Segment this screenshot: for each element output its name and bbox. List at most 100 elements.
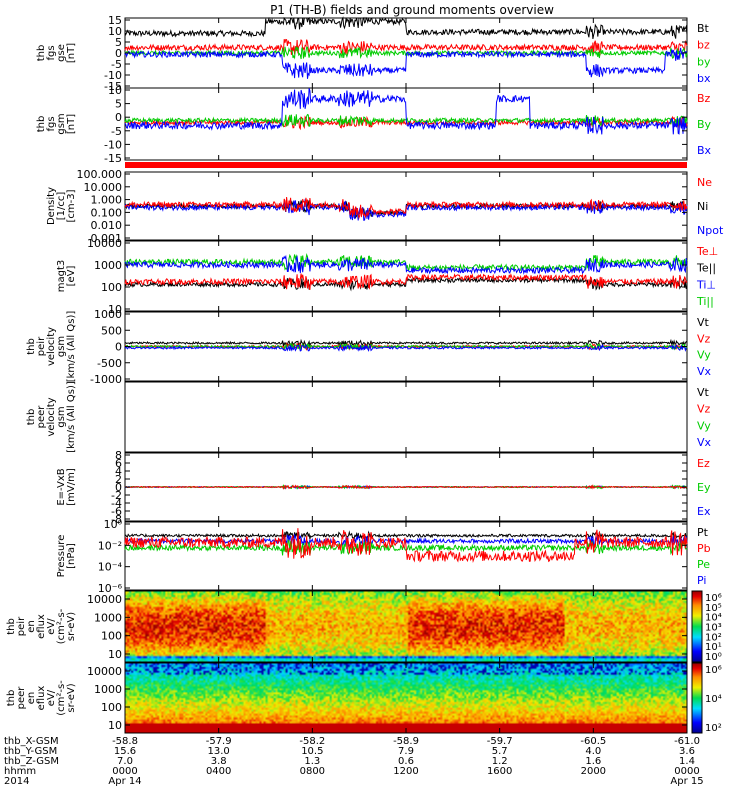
y-tick-label: 100.000 [77, 168, 123, 181]
series-Ti⊥ [124, 254, 688, 275]
orbit-row-value: 7.0 [117, 756, 133, 767]
y-tick-label: 1000 [94, 611, 122, 624]
colorbar-label: 10⁰ [705, 652, 722, 663]
y-tick-label: 5 [115, 36, 122, 49]
y-axis-label-line: [nT] [66, 114, 77, 134]
colorbar-label: 10⁶ [705, 665, 722, 676]
series-Bx [124, 88, 688, 135]
y-axis-label-line: thb [36, 45, 47, 62]
orbit-row-value: 3.8 [211, 756, 227, 767]
legend-by: by [697, 55, 711, 68]
y-axis-label-line: fgs [46, 116, 57, 131]
y-tick-label: 100 [101, 701, 122, 714]
y-axis-label-line: velocity [46, 327, 57, 366]
orbit-row-value: 7.9 [398, 746, 414, 757]
legend-Pe: Pe [697, 558, 710, 571]
y-tick-label: 8 [115, 449, 122, 462]
y-axis-label-line: thb [26, 409, 37, 426]
y-tick-label: -6 [111, 505, 122, 518]
series-Vt [124, 338, 688, 348]
orbit-row-value: 0400 [206, 766, 231, 777]
y-axis-label-line: E=-VxB [56, 468, 67, 505]
y-tick-label: 10 [108, 719, 122, 732]
orbit-row-value: 5.7 [492, 746, 508, 757]
colorbar-label: 10² [705, 632, 722, 643]
y-tick-label: 0.010 [91, 219, 123, 232]
series-Vx [124, 343, 688, 352]
y-tick-label: 10⁰ [104, 518, 123, 531]
orbit-row-value: -58.9 [393, 736, 419, 747]
spectrogram-peer-spec [125, 663, 687, 733]
orbit-row-value: 0800 [300, 766, 325, 777]
series-Te|| [124, 276, 688, 292]
y-axis-label-line: thb [6, 690, 17, 707]
y-axis-label-line: en [26, 692, 37, 705]
colorbar-label: 10³ [705, 623, 722, 634]
colorbar-label: 10¹ [705, 642, 722, 653]
y-tick-label: 10 [108, 303, 122, 316]
orbit-row-value: -58.8 [112, 736, 138, 747]
panel-frame [124, 240, 688, 312]
orbit-row-value: -61.0 [674, 736, 700, 747]
y-axis-label-line: magt3 [56, 260, 67, 293]
y-tick-label: 5 [115, 98, 122, 111]
y-tick-label: 0 [115, 47, 122, 60]
panel-frame [124, 521, 688, 591]
y-tick-label: -4 [111, 497, 122, 510]
legend-Bx: Bx [697, 144, 712, 157]
y-axis-label-line: velocity [46, 397, 57, 436]
orbit-row-value: Apr 15 [670, 776, 703, 787]
y-tick-label: -10 [104, 69, 122, 82]
legend-Ey: Ey [697, 481, 711, 494]
y-tick-label: -8 [111, 513, 122, 526]
y-axis-label: thb fgs gse [nT] [36, 43, 77, 63]
y-tick-label: 4 [115, 465, 122, 478]
y-tick-label: -1000 [90, 373, 122, 386]
legend-Vt: Vt [697, 386, 710, 399]
orbit-row-label: hhmm [4, 766, 36, 777]
legend-Vx: Vx [697, 436, 712, 449]
y-axis-label-line: thb [36, 116, 47, 133]
series-Pb [124, 528, 688, 563]
series-Bt [124, 16, 688, 39]
y-tick-label: 10000 [87, 665, 122, 678]
quality-flag-bar [125, 162, 687, 168]
y-tick-label: 10⁻² [98, 539, 122, 552]
orbit-row-value: -59.7 [487, 736, 513, 747]
legend-Npot: Npot [697, 224, 724, 237]
orbit-row-label: 2014 [4, 776, 29, 787]
panel-frame [124, 381, 688, 453]
orbit-row-label: thb_X-GSM [4, 736, 59, 747]
y-axis-label-line: eflux [36, 686, 47, 711]
orbit-row-value: 15.6 [114, 746, 136, 757]
legend-Ti||: Ti|| [696, 295, 714, 308]
orbit-row-value: 1600 [487, 766, 512, 777]
orbit-row-value: 0000 [674, 766, 699, 777]
legend-Bz: Bz [697, 92, 711, 105]
legend-Vt: Vt [697, 316, 710, 329]
y-tick-label: -15 [104, 80, 122, 93]
orbit-row-value: 2000 [581, 766, 606, 777]
y-tick-label: 10000 [87, 237, 122, 250]
legend-Vz: Vz [697, 332, 711, 345]
legend-Ti⊥: Ti⊥ [696, 278, 716, 291]
y-axis-label-line: Pressure [56, 535, 67, 578]
series-bz [124, 38, 688, 57]
legend-Pi: Pi [697, 574, 706, 587]
orbit-row-value: 0000 [112, 766, 137, 777]
y-axis-label-line: fgs [46, 45, 57, 60]
orbit-row-value: -60.5 [580, 736, 606, 747]
colorbar [691, 662, 703, 734]
orbit-row-value: 4.0 [585, 746, 601, 757]
y-tick-label: 10⁻⁴ [98, 561, 123, 574]
y-axis-label-line: [nT] [66, 43, 77, 63]
y-axis-label-line: sr-eV) [66, 612, 77, 641]
y-tick-label: 0 [115, 341, 122, 354]
y-tick-label: 100 [101, 630, 122, 643]
y-tick-label: 1000 [94, 308, 122, 321]
y-tick-label: 0 [115, 481, 122, 494]
y-axis-label-line: [1/cc] [56, 192, 67, 221]
y-tick-label: -10 [104, 138, 122, 151]
y-axis-label: magt3 [eV] [56, 260, 77, 293]
